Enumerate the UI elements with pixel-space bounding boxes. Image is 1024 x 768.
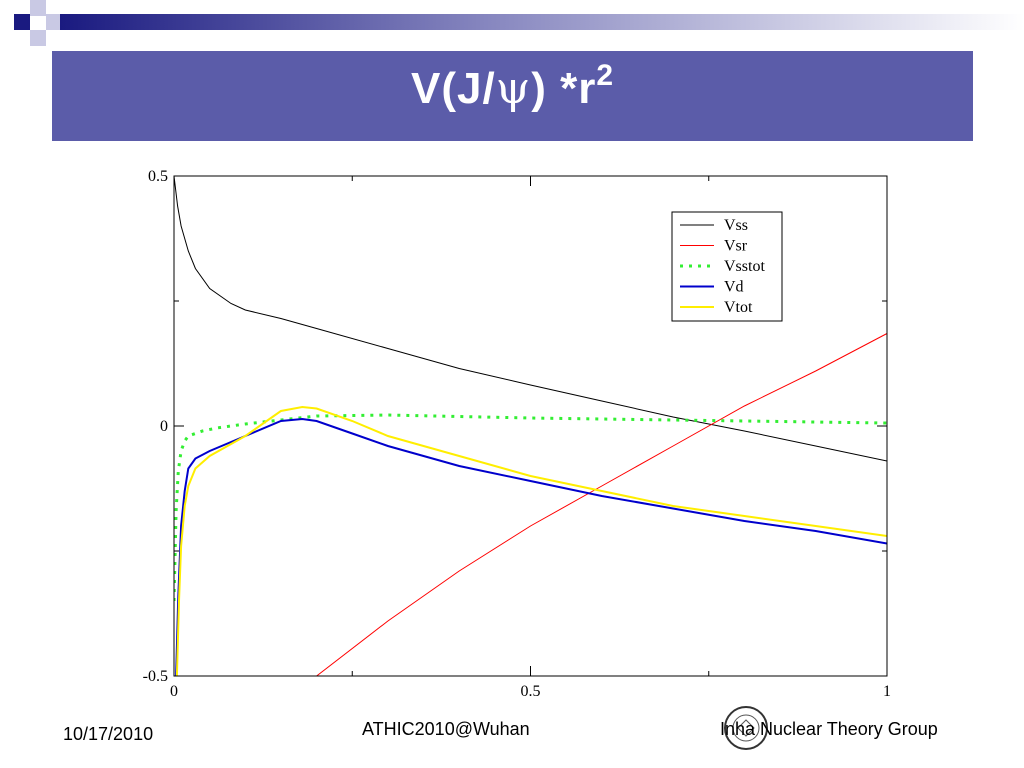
legend-label-vss: Vss: [724, 217, 748, 234]
y-tick-label: 0: [160, 418, 168, 435]
title-psi: ψ: [495, 63, 532, 114]
deco-square: [30, 30, 46, 46]
legend-label-vd: Vd: [724, 279, 744, 296]
x-tick-label: 1: [883, 683, 891, 700]
series-line-vsr: [316, 333, 887, 676]
footer-date: 10/17/2010: [63, 724, 154, 744]
series-line-vtot: [175, 405, 887, 676]
title-superscript: 2: [596, 59, 615, 92]
series-line-vss: [174, 176, 887, 462]
university-seal-icon: [724, 706, 768, 750]
y-tick-label: 0.5: [148, 168, 168, 185]
footer-event: ATHIC2010@Wuhan: [362, 719, 530, 739]
title-rest: ) *r: [531, 64, 597, 113]
legend-label-vsr: Vsr: [724, 238, 748, 255]
slide-title: V(J/ψ) *r2: [52, 61, 973, 115]
top-gradient-bar: [60, 14, 1024, 30]
x-tick-label: 0: [170, 683, 178, 700]
deco-square: [14, 14, 30, 30]
corner-decoration: [0, 0, 60, 60]
deco-square: [30, 0, 46, 16]
title-bar: V(J/ψ) *r2: [52, 51, 973, 141]
footer-group: Inha Nuclear Theory Group: [720, 719, 938, 739]
chart-legend: Vss Vsr Vsstot Vd Vtot: [671, 211, 783, 322]
legend-label-vsstot: Vsstot: [724, 258, 765, 275]
deco-square: [46, 14, 60, 30]
y-tick-label: -0.5: [143, 668, 168, 685]
series-line-vsstot: [174, 413, 887, 602]
legend-label-vtot: Vtot: [724, 299, 753, 316]
series-line-vd: [175, 417, 887, 676]
x-tick-label: 0.5: [521, 683, 541, 700]
title-main: V(J/: [410, 64, 496, 113]
